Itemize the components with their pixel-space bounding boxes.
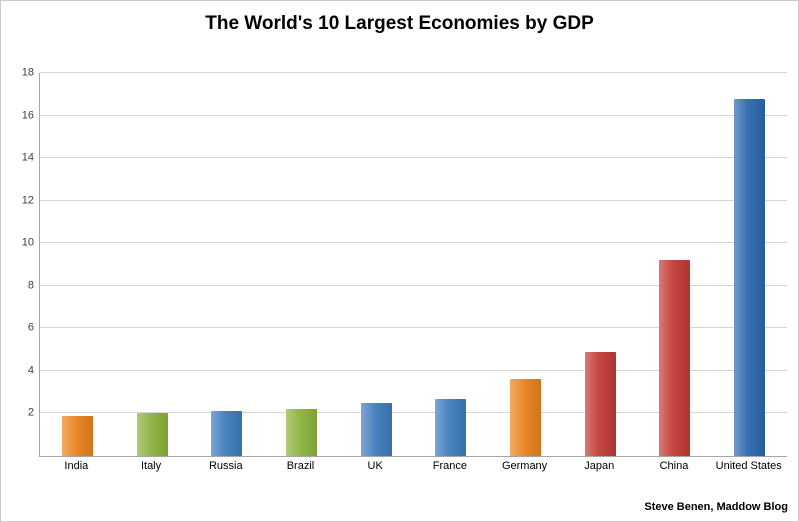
y-tick-label: 16 xyxy=(21,109,34,122)
x-tick-label-germany: Germany xyxy=(501,460,548,472)
bar-russia xyxy=(211,411,243,456)
bar-slot-united-states xyxy=(712,73,787,456)
gridline xyxy=(40,369,787,371)
bar-slot-japan xyxy=(563,73,638,456)
bar-slot-india xyxy=(40,73,115,456)
bar-slot-uk xyxy=(339,73,414,456)
y-tick-label: 8 xyxy=(27,279,34,292)
gridline xyxy=(40,284,787,286)
bar-slot-germany xyxy=(488,73,563,456)
bar-brazil xyxy=(285,409,317,456)
y-tick-label: 12 xyxy=(21,194,34,207)
bar-slot-china xyxy=(638,73,713,456)
bar-slot-france xyxy=(414,73,489,456)
x-tick-label-japan: Japan xyxy=(584,460,615,472)
chart-title: The World's 10 Largest Economies by GDP xyxy=(205,13,594,34)
y-tick-label: 10 xyxy=(21,236,34,249)
bar-france xyxy=(435,398,467,456)
x-tick-label-brazil: Brazil xyxy=(286,460,315,472)
x-tick-label-india: India xyxy=(64,460,89,472)
y-tick-label: 2 xyxy=(27,406,34,419)
y-tick-label: 18 xyxy=(21,66,34,79)
x-tick-label-france: France xyxy=(432,460,467,472)
bar-china xyxy=(659,260,691,456)
bar-japan xyxy=(584,351,616,456)
bar-slot-brazil xyxy=(264,73,339,456)
x-tick-label-united-states: United States xyxy=(715,460,782,472)
gridline xyxy=(40,157,787,159)
y-tick-label: 6 xyxy=(27,321,34,334)
x-axis-labels: India Italy Russia Brazil UK France Germany Jap… xyxy=(39,460,786,472)
bar-uk xyxy=(360,402,392,456)
gridline xyxy=(40,114,787,116)
gridline xyxy=(40,412,787,414)
bar-india xyxy=(61,415,93,456)
bar-slot-italy xyxy=(115,73,190,456)
plot-area: 2 4 6 8 10 12 14 16 18 xyxy=(22,67,787,457)
y-tick-label: 14 xyxy=(21,151,34,164)
bar-germany xyxy=(510,379,542,456)
bars-container xyxy=(40,73,787,456)
x-tick-label-china: China xyxy=(659,460,689,472)
bar-italy xyxy=(136,413,168,456)
gridline xyxy=(40,242,787,244)
bar-united-states xyxy=(734,98,766,456)
y-tick-label: 4 xyxy=(27,364,34,377)
x-tick-label-uk: UK xyxy=(367,460,383,472)
x-tick-label-russia: Russia xyxy=(208,460,243,472)
attribution-text: Steve Benen, Maddow Blog xyxy=(644,501,788,513)
x-tick-label-italy: Italy xyxy=(140,460,162,472)
gridline xyxy=(40,327,787,329)
bar-slot-russia xyxy=(189,73,264,456)
gridline xyxy=(40,72,787,73)
gridline xyxy=(40,199,787,201)
